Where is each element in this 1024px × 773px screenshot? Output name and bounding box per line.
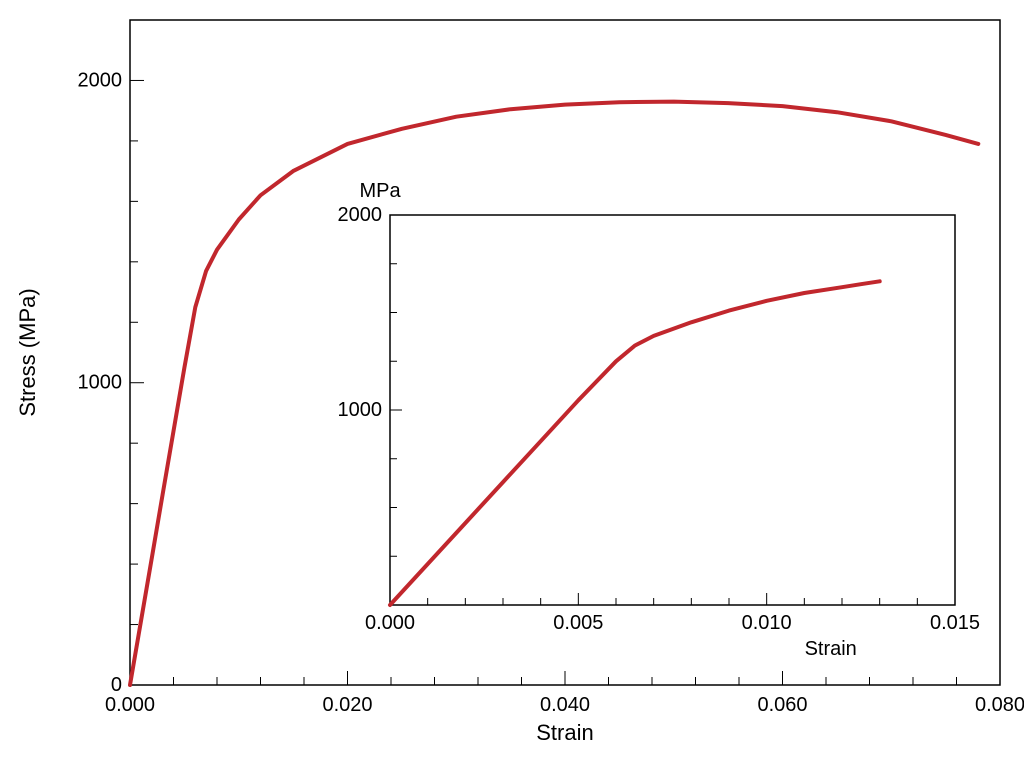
- inset-y-tick-label: 2000: [338, 204, 383, 226]
- inset-x-tick-label: 0.000: [365, 612, 415, 634]
- main-y-tick-label: 0: [111, 674, 122, 696]
- inset-x-tick-label: 0.015: [930, 612, 980, 634]
- inset-plot-bg: [390, 215, 955, 605]
- main-y-tick-label: 2000: [78, 69, 123, 91]
- main-x-tick-label: 0.060: [757, 694, 807, 716]
- main-y-tick-label: 1000: [78, 372, 123, 394]
- main-y-axis-label: Stress (MPa): [15, 288, 40, 416]
- inset-x-axis-label: Strain: [805, 638, 857, 660]
- main-x-tick-label: 0.000: [105, 694, 155, 716]
- inset-y-axis-label: MPa: [359, 180, 401, 202]
- main-x-tick-label: 0.080: [975, 694, 1024, 716]
- inset-x-tick-label: 0.010: [742, 612, 792, 634]
- stress-strain-figure: 0.000 0.020 0.040 0.060 0.080 0 1000 2000 Strain…: [0, 0, 1024, 773]
- inset-y-tick-label: 1000: [338, 399, 383, 421]
- main-x-axis-label: Strain: [536, 720, 593, 745]
- inset-x-tick-label: 0.005: [553, 612, 603, 634]
- main-x-tick-label: 0.020: [322, 694, 372, 716]
- main-x-tick-label: 0.040: [540, 694, 590, 716]
